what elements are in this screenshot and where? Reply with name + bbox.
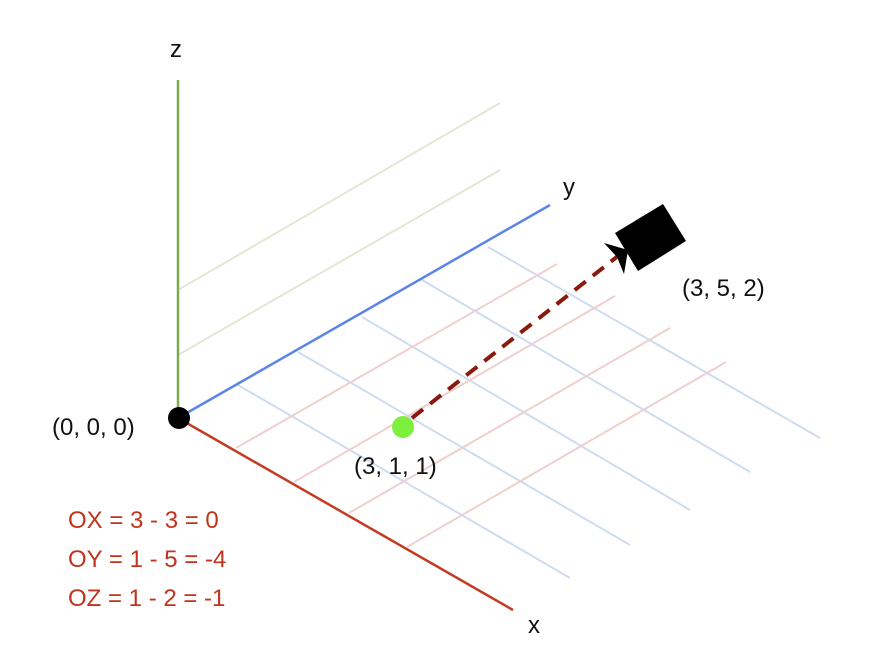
- y-axis: [177, 203, 551, 420]
- x-axis-label: x: [528, 612, 540, 639]
- equation-oy: OY = 1 - 5 = -4: [68, 546, 227, 573]
- grid-line-z1: [177, 102, 501, 291]
- grid-line-x1: [235, 263, 558, 449]
- grid-line-x2: [293, 295, 616, 483]
- camera-label: (3, 5, 2): [682, 275, 765, 302]
- grid-line-y3: [361, 316, 691, 511]
- origin-label: (0, 0, 0): [52, 414, 135, 441]
- grid-line-z2: [177, 169, 501, 356]
- grid-parallel-y: [235, 263, 727, 548]
- grid-line-x4: [406, 361, 727, 548]
- equation-oz: OZ = 1 - 2 = -1: [68, 585, 226, 612]
- video-camera-icon: [604, 204, 686, 274]
- grid-yz: [177, 102, 501, 356]
- direction-vector: [410, 254, 620, 420]
- y-axis-label: y: [563, 174, 575, 201]
- grid-line-x3: [348, 327, 671, 514]
- x-axis: [177, 416, 514, 612]
- grid-line-y5: [487, 246, 821, 439]
- equation-ox: OX = 3 - 3 = 0: [68, 507, 219, 534]
- target-label: (3, 1, 1): [354, 453, 437, 480]
- origin-point: [168, 407, 190, 429]
- grid-line-y2: [297, 351, 631, 546]
- target-point: [392, 416, 414, 438]
- z-axis-label: z: [170, 36, 182, 63]
